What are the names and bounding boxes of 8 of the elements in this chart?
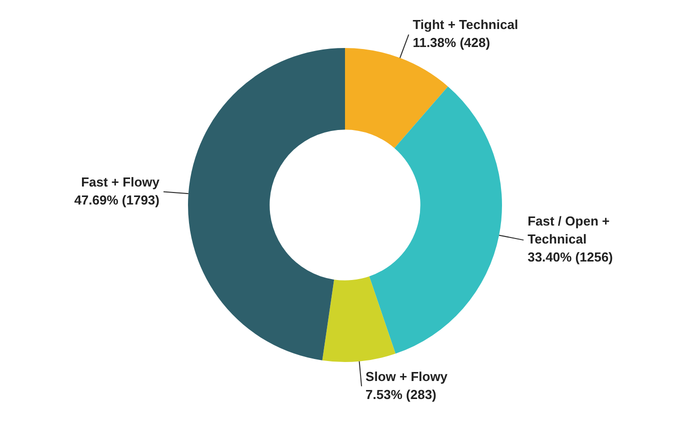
data-label: 47.69% (1793): [74, 192, 160, 208]
data-label: 7.53% (283): [366, 386, 436, 402]
data-label: 11.38% (428): [412, 35, 490, 50]
slice-label: Tight + Technical: [412, 17, 518, 32]
slice-label: Slow + Flowy: [366, 368, 448, 384]
slice-label: Fast / Open + Technical: [528, 214, 610, 247]
slice-label: Fast + Flowy: [81, 174, 160, 190]
data-label: 33.40% (1256): [528, 250, 613, 265]
